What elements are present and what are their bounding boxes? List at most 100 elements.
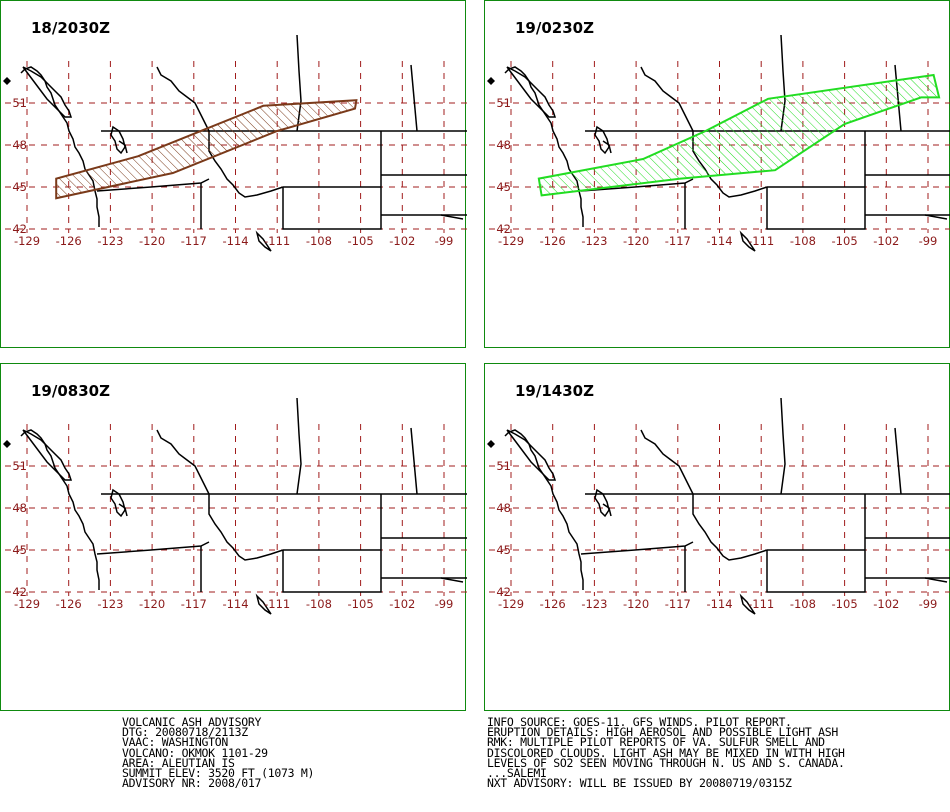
panel-time-label: 19/0230Z [515,19,594,37]
longitude-tick-label: -108 [306,597,332,611]
boundary-line [255,230,272,252]
boundary-line [156,429,210,495]
advisory-line: INFO SOURCE: GOES-11. GFS WINDS. PILOT R… [487,715,792,729]
map-panel-3: 51 48 45 42 -129 -126 -123 -120 -117 -114 -111 -108… [0,363,467,711]
longitude-tick-label: -102 [389,234,415,248]
map-svg: 51 48 45 42-129 -126 -123 -120 -117 -114 -111 -108… [3,397,467,615]
latitude-tick-label: 48 [12,138,27,152]
longitude-tick-label: -126 [56,597,82,611]
advisory-line: DTG: 20080718/2113Z [122,725,248,740]
advisory-line: VOLCANIC ASH ADVISORY [122,715,262,729]
boundary-line [865,174,950,216]
longitude-tick-label: -120 [623,234,649,248]
latitude-tick-label: 42 [12,585,27,599]
marker-icon [487,77,495,85]
boundary-line [381,537,467,579]
advisory-line: LEVELS OF SO2 SEEN MOVING THROUGH N. US … [487,755,845,770]
longitude-tick-label: -117 [665,597,691,611]
boundary-line [381,174,467,216]
latitude-tick-label: 51 [496,459,511,473]
longitude-tick-label: -108 [790,234,816,248]
longitude-tick-label: -102 [389,597,415,611]
latitude-tick-label: 42 [496,585,511,599]
puget-sound [110,488,128,518]
latitude-tick-label: 45 [12,180,27,194]
advisory-line: VAAC: WASHINGTON [122,735,228,750]
boundary-line [924,577,948,583]
longitude-tick-label: -126 [540,234,566,248]
boundary-line [440,577,464,583]
panel-time-label: 19/1430Z [515,382,594,400]
boundary-line [692,494,768,561]
latitude-tick-label: 48 [12,501,27,515]
boundary-line [255,593,272,615]
longitude-tick-label: -99 [919,597,938,611]
longitude-tick-label: -120 [139,234,165,248]
latitude-tick-label: 51 [496,96,511,110]
boundary-line [96,541,210,555]
boundary-line [282,494,382,593]
longitude-tick-label: -120 [623,597,649,611]
advisory-line: NXT ADVISORY: WILL BE ISSUED BY 20080719… [487,776,792,791]
advisory-line: AREA: ALEUTIAN IS [122,755,235,770]
latitude-tick-label: 45 [496,543,511,557]
boundary-line [640,66,694,132]
boundary-line [640,429,694,495]
marker-icon [3,77,11,85]
map-svg: 51 48 45 42-129 -126 -123 -120 -117 -114 -111 -108… [487,34,950,252]
longitude-tick-label: -105 [348,234,374,248]
longitude-tick-label: -123 [581,234,607,248]
longitude-tick-label: -123 [97,234,123,248]
advisory-line: ...SALEMI [487,766,547,781]
longitude-tick-label: -111 [264,597,290,611]
longitude-tick-label: -105 [832,234,858,248]
latitude-tick-label: 48 [496,138,511,152]
puget-sound [594,125,612,155]
longitude-tick-label: -129 [498,597,524,611]
longitude-tick-label: -117 [665,234,691,248]
longitude-tick-label: -114 [222,234,248,248]
advisory-line: RMK: MULTIPLE PILOT REPORTS OF VA. SULFU… [487,735,825,750]
longitude-tick-label: -111 [748,597,774,611]
map-panel-4: 51 48 45 42 -129 -126 -123 -120 -117 -114 -111 -108… [484,363,950,711]
longitude-tick-label: -108 [306,234,332,248]
vancouver-island [22,66,73,118]
advisory-line: VOLCANO: OKMOK 1101-29 [122,745,268,760]
longitude-tick-label: -111 [748,234,774,248]
latitude-tick-label: 45 [496,180,511,194]
longitude-tick-label: -120 [139,597,165,611]
advisory-remarks-block: INFO SOURCE: GOES-11. GFS WINDS. PILOT R… [487,715,845,791]
boundary-line [282,131,382,230]
boundary-line [156,66,210,132]
longitude-tick-label: -123 [581,597,607,611]
boundary-line [580,178,694,192]
vancouver-island [22,429,73,481]
longitude-tick-label: -105 [832,597,858,611]
longitude-tick-label: -102 [873,234,899,248]
boundary-line [865,537,950,579]
vancouver-island [506,66,557,118]
map-panel-2: 51 48 45 42 -129 -126 -123 -120 -117 -114 -111 -108… [484,0,950,348]
panel-time-label: 19/0830Z [31,382,110,400]
coastline [20,429,100,590]
longitude-tick-label: -126 [540,597,566,611]
coastline [20,66,100,227]
longitude-tick-label: -99 [435,597,454,611]
map-svg: 51 48 45 42-129 -126 -123 -120 -117 -114 -111 -108… [3,34,467,252]
longitude-tick-label: -117 [181,234,207,248]
longitude-tick-label: -105 [348,597,374,611]
coastline [504,429,584,590]
vancouver-island [506,429,557,481]
boundary-line [410,64,418,132]
advisory-line: ADVISORY NR: 2008/017 [122,776,262,791]
map-layer [487,397,950,615]
longitude-tick-label: -117 [181,597,207,611]
boundary-line [296,397,302,495]
boundary-line [96,178,210,192]
advisory-line: ERUPTION DETAILS: HIGH AEROSOL AND POSSI… [487,725,839,740]
map-panel-1: 51 48 45 42 -129 -126 -123 -120 -117 -114 -111 -108… [0,0,467,348]
longitude-tick-label: -129 [498,234,524,248]
boundary-line [780,397,786,495]
boundary-line [924,214,948,220]
longitude-tick-label: -99 [919,234,938,248]
